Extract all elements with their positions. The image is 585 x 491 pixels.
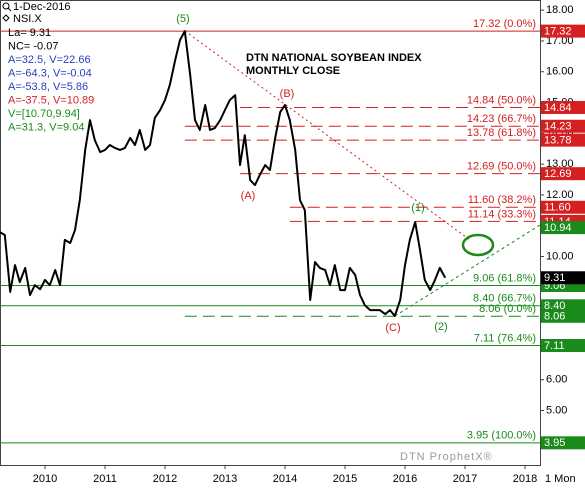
- price-box: [541, 221, 585, 235]
- x-tick-label: 2011: [93, 473, 117, 485]
- level-box-label: 17.32: [544, 26, 572, 38]
- y-tick-label: 6.00: [546, 374, 567, 386]
- wave-label: (2): [434, 321, 447, 333]
- x-tick-label: 2013: [213, 473, 237, 485]
- series-icon: [2, 14, 10, 22]
- level-box-label: 12.69: [544, 168, 572, 180]
- y-tick-label: 17.00: [546, 35, 574, 47]
- info-line: A=-64.3, V=-0.04: [8, 67, 92, 79]
- price-box-label: 9.31: [544, 272, 565, 284]
- y-tick-label: 5.00: [546, 404, 567, 416]
- level-label: 8.06 (0.0%): [479, 303, 536, 315]
- wave-label: (B): [280, 88, 295, 100]
- level-box-label: 14.23: [544, 121, 572, 133]
- level-box: [541, 339, 585, 353]
- y-tick-label: 18.00: [546, 4, 574, 16]
- level-box: [541, 133, 585, 147]
- level-label: 17.32 (0.0%): [473, 18, 536, 30]
- level-box-label: 8.40: [544, 300, 565, 312]
- info-date: 1-Dec-2016: [13, 1, 70, 13]
- search-icon: [2, 2, 10, 10]
- trend-line: [184, 30, 471, 241]
- level-box: [541, 436, 585, 450]
- info-line: A=-53.8, V=5.86: [8, 81, 88, 93]
- wave-label: (5): [176, 13, 189, 25]
- level-box: [541, 167, 585, 181]
- level-label: 14.23 (66.7%): [467, 113, 536, 125]
- level-box: [541, 200, 585, 214]
- info-line: A=-37.5, V=10.89: [8, 94, 94, 106]
- x-tick-label: 2018: [513, 473, 537, 485]
- x-tick-label: 2010: [33, 473, 57, 485]
- level-box: [541, 24, 585, 38]
- period-label: 1 Mon: [545, 473, 576, 485]
- legend-series: NSI.X: [13, 13, 42, 25]
- level-box-label: 11.60: [544, 202, 571, 214]
- chart-title: DTN NATIONAL SOYBEAN INDEX: [246, 52, 422, 64]
- price-box: [541, 271, 585, 285]
- highlight-ellipse: [461, 233, 495, 257]
- level-label: 14.84 (50.0%): [467, 94, 536, 106]
- level-box-label: 14.84: [544, 102, 572, 114]
- y-tick-label: 10.00: [546, 250, 574, 262]
- watermark: DTN ProphetX®: [400, 451, 493, 463]
- wave-label: (1): [411, 202, 424, 214]
- level-label: 11.60 (38.2%): [468, 194, 536, 206]
- level-box-label: 3.95: [544, 437, 565, 449]
- x-tick-label: 2014: [273, 473, 297, 485]
- x-tick-label: 2016: [393, 473, 417, 485]
- x-tick-label: 2017: [453, 473, 477, 485]
- level-box-label: 13.78: [544, 135, 572, 147]
- y-tick-label: 16.00: [546, 66, 574, 78]
- y-tick-label: 13.00: [546, 158, 574, 170]
- level-label: 9.06 (61.8%): [473, 272, 536, 284]
- info-line: V=[10.70,9.94]: [8, 108, 80, 120]
- level-label: 13.78 (61.8%): [467, 127, 536, 139]
- x-tick-label: 2015: [333, 473, 357, 485]
- level-label: 3.95 (100.0%): [467, 430, 536, 442]
- level-label: 12.69 (50.0%): [467, 161, 536, 173]
- info-line: A=32.5, V=22.66: [8, 54, 91, 66]
- info-line: A=31.3, V=9.04: [8, 121, 84, 133]
- level-box-label: 7.11: [544, 340, 565, 352]
- wave-label: (C): [385, 322, 400, 334]
- x-tick-label: 2012: [153, 473, 177, 485]
- info-line: NC= -0.07: [8, 40, 58, 52]
- price-line: [0, 30, 447, 317]
- level-label: 8.40 (66.7%): [473, 293, 536, 305]
- y-tick-label: 12.00: [546, 189, 574, 201]
- price-box-label: 10.94: [544, 222, 572, 234]
- level-box: [541, 299, 585, 313]
- level-box: [541, 119, 585, 133]
- level-box: [541, 100, 585, 114]
- chart-subtitle: MONTHLY CLOSE: [246, 65, 340, 77]
- level-box-label: 8.06: [544, 311, 565, 323]
- info-line: La= 9.31: [8, 27, 51, 39]
- level-label: 11.14 (33.3%): [468, 208, 536, 220]
- trend-line: [394, 224, 541, 317]
- wave-label: (A): [241, 190, 256, 202]
- search-icon: [7, 7, 12, 12]
- level-box: [541, 309, 585, 323]
- level-label: 7.11 (76.4%): [474, 332, 536, 344]
